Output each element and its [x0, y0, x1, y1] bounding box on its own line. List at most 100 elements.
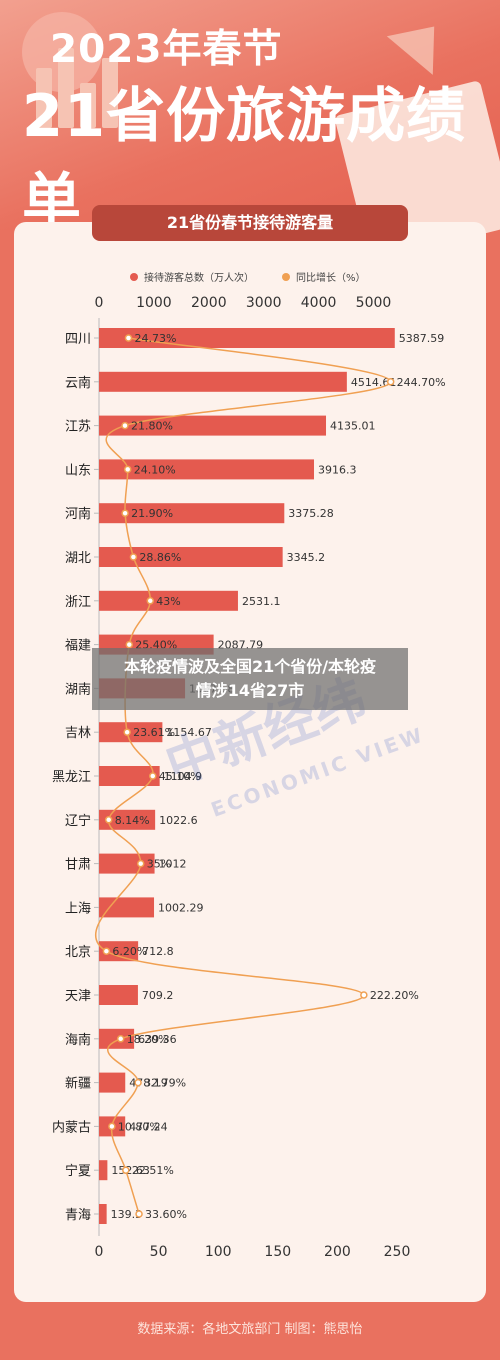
- bar: [99, 547, 283, 567]
- bar: [99, 1072, 126, 1093]
- category-label: 吉林: [65, 726, 91, 741]
- chart-card: [14, 222, 486, 1302]
- growth-point: [121, 509, 129, 517]
- legend-line-marker: [282, 273, 290, 281]
- bottom-axis-tick-label: 150: [264, 1244, 291, 1260]
- legend-bar-label: 接待游客总数（万人次）: [144, 271, 254, 284]
- bar: [99, 1204, 107, 1224]
- top-axis-tick-label: 1000: [136, 295, 172, 311]
- bar: [99, 328, 395, 348]
- growth-point: [125, 640, 134, 649]
- growth-value-label: 28.86%: [139, 551, 181, 564]
- growth-value-label: 33.60%: [145, 1208, 187, 1221]
- category-label: 浙江: [65, 595, 91, 610]
- top-axis-tick-label: 0: [95, 295, 104, 311]
- category-label: 天津: [65, 989, 91, 1004]
- bar-value-label: 5387.59: [399, 332, 445, 345]
- growth-point: [360, 991, 368, 999]
- bar-value-label: 1002.29: [158, 901, 204, 914]
- top-axis-tick-label: 5000: [356, 295, 392, 311]
- news-banner[interactable]: 本轮疫情波及全国21个省份/本轮疫 情涉14省27市: [92, 648, 408, 710]
- top-axis-tick-label: 2000: [191, 295, 227, 311]
- bar-value-label: 4135.01: [330, 420, 376, 433]
- growth-value-label: 35%: [147, 858, 171, 871]
- growth-value-label: 6.20%: [112, 945, 147, 958]
- bar-value-label: 1104.9: [164, 770, 203, 783]
- growth-value-label: 18.20%: [127, 1033, 169, 1046]
- news-banner-line1: 本轮疫情波及全国21个省份/本轮疫: [123, 657, 377, 676]
- bar: [99, 897, 155, 918]
- decorative-bar: [58, 48, 74, 128]
- bar: [99, 459, 315, 480]
- category-label: 海南: [65, 1032, 91, 1048]
- news-banner-line2: 情涉14省27市: [195, 681, 305, 700]
- growth-value-label: 32.79%: [144, 1077, 186, 1090]
- bar-value-label: 1012: [159, 858, 187, 871]
- growth-point: [123, 728, 131, 736]
- decorative-bar: [80, 83, 96, 128]
- bar-value-label: 3345.2: [287, 551, 326, 564]
- growth-value-label: 222.20%: [370, 989, 419, 1002]
- bar: [99, 1028, 135, 1049]
- bar-value-label: 139.3: [111, 1208, 143, 1221]
- category-label: 河南: [65, 506, 91, 522]
- chart-card-title: 21省份春节接待游客量: [92, 205, 408, 241]
- bar: [99, 766, 160, 786]
- growth-point: [146, 597, 155, 605]
- bar-value-label: 152.63: [111, 1164, 150, 1177]
- category-label: 甘肃: [65, 858, 91, 873]
- growth-point: [149, 772, 157, 780]
- bar-value-label: 712.8: [142, 945, 174, 958]
- growth-point: [124, 334, 133, 342]
- bottom-axis-tick-label: 0: [95, 1244, 104, 1260]
- category-label: 青海: [65, 1208, 91, 1223]
- bar-value-label: 639.36: [138, 1033, 177, 1046]
- growth-value-label: 24.10%: [134, 463, 176, 476]
- growth-value-label: 21.90%: [131, 507, 173, 520]
- category-label: 江苏: [65, 419, 91, 435]
- category-label: 山东: [65, 463, 91, 478]
- bar: [99, 415, 327, 436]
- category-label: 黑龙江: [52, 770, 91, 785]
- growth-point: [121, 421, 129, 430]
- growth-value-label: 10.80%: [118, 1120, 160, 1133]
- growth-point: [123, 465, 132, 474]
- year-title: 2023年春节: [50, 27, 283, 72]
- bottom-axis-tick-label: 100: [205, 1244, 232, 1260]
- bar-value-label: 3916.3: [318, 463, 357, 476]
- category-label: 辽宁: [65, 813, 91, 829]
- growth-point: [116, 1035, 125, 1043]
- bar: [99, 809, 156, 830]
- category-label: 宁夏: [65, 1163, 91, 1179]
- category-label: 湖南: [65, 681, 91, 697]
- growth-value-label: 21.80%: [131, 420, 173, 433]
- bar: [99, 503, 285, 524]
- growth-point: [136, 859, 145, 868]
- bar: [99, 985, 138, 1005]
- growth-value-label: 244.70%: [397, 376, 446, 389]
- growth-value-label: 22.51%: [132, 1164, 174, 1177]
- category-label: 上海: [65, 901, 91, 916]
- bar-value-label: 477.24: [129, 1120, 168, 1133]
- growth-value-label: 43%: [156, 595, 180, 608]
- category-label: 福建: [65, 639, 91, 654]
- decorative-bar: [102, 58, 118, 128]
- bar: [99, 590, 238, 611]
- top-axis-tick-label: 3000: [246, 295, 282, 311]
- bar: [99, 941, 139, 962]
- growth-point: [386, 378, 395, 386]
- category-label: 湖北: [65, 551, 91, 566]
- bottom-axis-tick-label: 200: [324, 1244, 351, 1260]
- category-label: 四川: [65, 332, 91, 347]
- bar-value-label: 709.2: [142, 989, 174, 1002]
- category-label: 云南: [65, 375, 91, 391]
- growth-value-label: 45.10%: [159, 770, 201, 783]
- growth-point: [104, 816, 113, 824]
- growth-point: [134, 1078, 142, 1087]
- bar: [99, 371, 347, 392]
- bottom-axis-tick-label: 250: [384, 1244, 411, 1260]
- top-axis-tick-label: 4000: [301, 295, 337, 311]
- growth-value-label: 8.14%: [115, 814, 150, 827]
- legend-bar-marker: [130, 273, 138, 281]
